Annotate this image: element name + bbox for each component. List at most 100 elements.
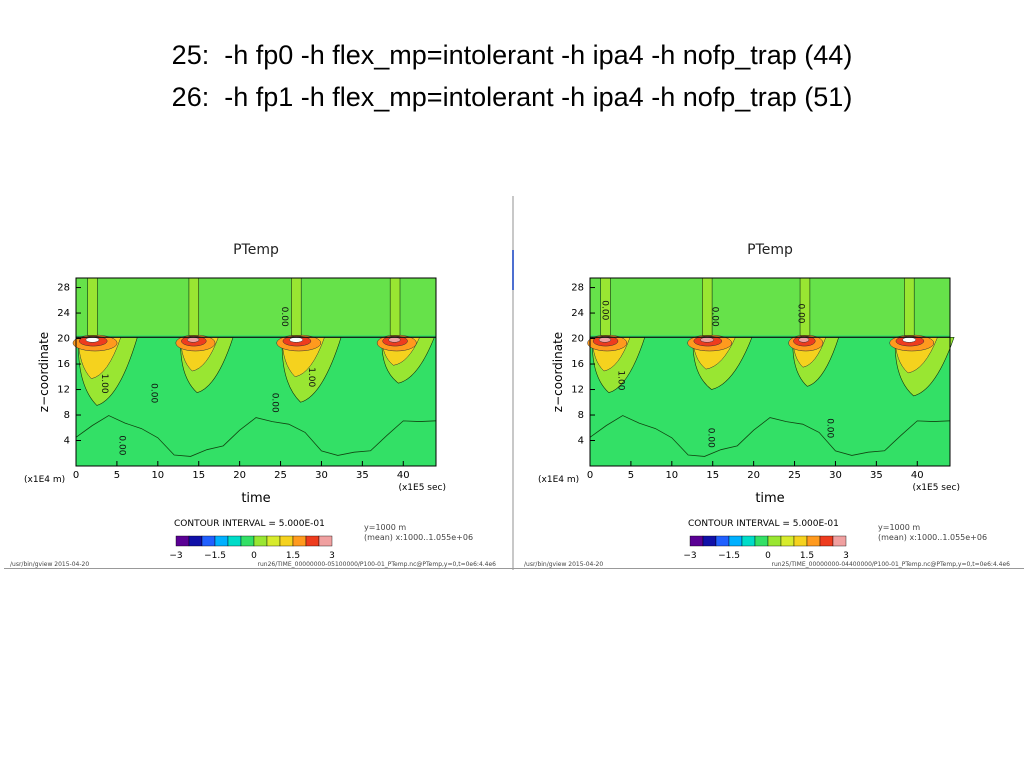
colorbar-swatch <box>728 535 743 547</box>
colorbar-swatch <box>715 535 730 547</box>
x-tick-label: 30 <box>829 470 842 481</box>
y-axis-label: z−coordinate <box>37 332 51 412</box>
y-axis-label: z−coordinate <box>551 332 565 412</box>
plume-column <box>291 277 302 336</box>
slide-title: 25: -h fp0 -h flex_mp=intolerant -h ipa4… <box>0 34 1024 118</box>
y-unit-label: (x1E4 m) <box>538 475 579 485</box>
colorbar-swatch <box>793 535 808 547</box>
footer-left: /usr/bin/gview 2015-04-20 <box>10 561 89 568</box>
upper-band <box>76 278 436 336</box>
plume-column <box>389 277 401 336</box>
plume-level-5 <box>700 337 714 343</box>
x-tick-label: 20 <box>747 470 760 481</box>
colorbar-swatch <box>175 535 190 547</box>
x-tick-label: 25 <box>788 470 801 481</box>
colorbar-swatch <box>689 535 704 547</box>
x-tick-label: 30 <box>315 470 328 481</box>
contour-label: 0.00 <box>710 307 720 327</box>
x-unit-label: (x1E5 sec) <box>398 483 446 493</box>
contour-label: 0.00 <box>706 428 716 448</box>
bottom-rule <box>4 568 1024 569</box>
contour-label: 0.00 <box>796 303 806 323</box>
x-tick-label: 0 <box>73 470 79 481</box>
ptemp-chart-left: PTemp 1.00 0.00 0.00 0.00 1.00 0.00 0 5 10 15 20 25 3… <box>10 242 497 568</box>
event-plume-3 <box>376 277 435 384</box>
x-tick-label: 10 <box>665 470 678 481</box>
y-tick-label: 28 <box>57 283 70 294</box>
chart-title: PTemp <box>747 242 793 258</box>
x-tick-label: 40 <box>397 470 410 481</box>
title-line-1: 25: -h fp0 -h flex_mp=intolerant -h ipa4… <box>171 40 853 70</box>
colorbar-tick-label: −3 <box>169 551 182 561</box>
colorbar-tick-label: 3 <box>329 551 335 561</box>
y-tick-label: 12 <box>571 385 584 396</box>
footer-right: run25/TIME_00000000-04400000/P100-01_PTe… <box>772 561 1011 568</box>
footer-left: /usr/bin/gview 2015-04-20 <box>524 561 603 568</box>
title-line-2: 26: -h fp1 -h flex_mp=intolerant -h ipa4… <box>171 82 853 112</box>
x-tick-label: 10 <box>151 470 164 481</box>
y-tick-label: 12 <box>57 385 70 396</box>
colorbar-swatch <box>292 535 307 547</box>
plume-level-5 <box>289 337 304 343</box>
contour-label: 0.00 <box>824 418 834 438</box>
y-tick-label: 4 <box>578 436 584 447</box>
colorbar-swatch <box>806 535 821 547</box>
x-tick-label: 20 <box>233 470 246 481</box>
plot-frame <box>589 277 951 467</box>
colorbar-swatch <box>253 535 268 547</box>
event-plume-2 <box>788 277 840 387</box>
lower-contour <box>75 415 437 457</box>
contour-label: 1.00 <box>306 367 316 387</box>
contour-label: 0.00 <box>269 393 279 413</box>
lower-contour <box>589 415 951 457</box>
colorbar-tick-label: 1.5 <box>800 551 814 561</box>
event-plume-1 <box>687 277 753 390</box>
contour-interval-label: CONTOUR INTERVAL = 5.000E-01 <box>688 519 839 529</box>
y-tick-label: 16 <box>57 359 70 370</box>
colorbar-tick-label: −3 <box>683 551 696 561</box>
plume-column <box>87 277 98 336</box>
contour-label: 0.00 <box>116 435 126 455</box>
plume-level-5 <box>388 337 401 343</box>
footer-right: run26/TIME_00000000-05100000/P100-01_PTe… <box>258 561 497 568</box>
y-tick-label: 24 <box>57 308 70 319</box>
colorbar-swatch <box>767 535 782 547</box>
y-tick-label: 24 <box>571 308 584 319</box>
plume-level-5 <box>187 337 200 343</box>
event-plume-3 <box>889 277 955 397</box>
upper-band <box>590 278 950 336</box>
contour-label: 0.00 <box>599 300 609 320</box>
colorbar-swatch <box>227 535 242 547</box>
colorbar-swatch <box>305 535 320 547</box>
chart-panel-left: PTemp 1.00 0.00 0.00 0.00 1.00 0.00 0 5 10 15 20 25 3… <box>4 196 514 570</box>
colorbar-tick-label: −1.5 <box>718 551 740 561</box>
colorbar-swatch <box>279 535 294 547</box>
window-edge-accent <box>512 250 514 290</box>
colorbar-swatch <box>832 535 847 547</box>
x-tick-label: 25 <box>274 470 287 481</box>
plume-column <box>188 277 200 336</box>
x-axis-label: time <box>241 491 270 506</box>
colorbar-tick-label: 3 <box>843 551 849 561</box>
colorbar-tick-label: 0 <box>765 551 771 561</box>
info-line: (mean) x:1000..1.055e+06 <box>878 533 987 542</box>
colorbar-swatch <box>266 535 281 547</box>
ptemp-chart-right: PTemp 1.00 0.00 0.00 0.00 0.00 0.00 0 5 10 15 20 25 3… <box>524 242 1011 568</box>
event-plume-2 <box>276 277 342 403</box>
plume-level-5 <box>902 337 917 343</box>
info-line: y=1000 m <box>878 523 920 532</box>
colorbar-swatch <box>741 535 756 547</box>
x-tick-label: 0 <box>587 470 593 481</box>
colorbar-swatch <box>780 535 795 547</box>
contour-label: 0.00 <box>148 383 158 403</box>
x-tick-label: 15 <box>192 470 205 481</box>
contour-label: 0.00 <box>279 307 289 327</box>
colorbar-swatch <box>819 535 834 547</box>
info-line: (mean) x:1000..1.055e+06 <box>364 533 473 542</box>
plume-column <box>904 277 915 336</box>
y-tick-label: 16 <box>571 359 584 370</box>
colorbar-tick-label: 1.5 <box>286 551 300 561</box>
x-axis-label: time <box>755 491 784 506</box>
colorbar-swatch <box>702 535 717 547</box>
chart-panel-right: PTemp 1.00 0.00 0.00 0.00 0.00 0.00 0 5 10 15 20 25 3… <box>518 196 1024 570</box>
